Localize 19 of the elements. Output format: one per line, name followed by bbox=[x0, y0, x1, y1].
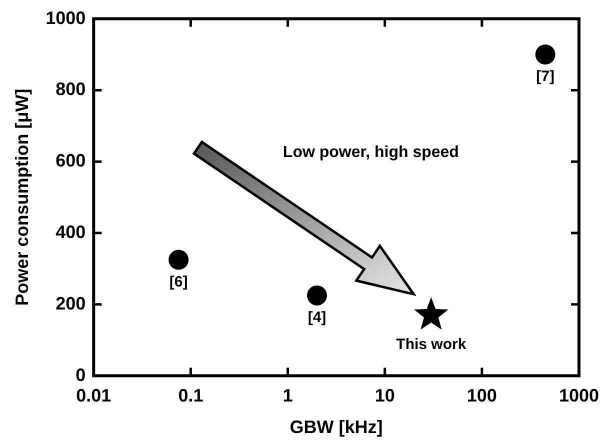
x-tick-label: 100 bbox=[466, 386, 497, 406]
y-tick-label: 600 bbox=[56, 150, 86, 171]
y-tick-label: 200 bbox=[56, 293, 86, 314]
annotation: [7] bbox=[536, 68, 554, 86]
y-tick-label: 1000 bbox=[46, 8, 86, 28]
annotation: This work bbox=[396, 336, 467, 353]
y-tick-label: 400 bbox=[56, 222, 86, 242]
annotation: [6] bbox=[169, 273, 188, 290]
x-tick-label: 1000 bbox=[558, 386, 599, 406]
annotation: Low power, high speed bbox=[282, 144, 459, 162]
x-tick-label: 0.1 bbox=[178, 386, 204, 406]
x-tick-label: 10 bbox=[374, 386, 395, 406]
y-tick-label: 800 bbox=[56, 79, 86, 100]
x-axis-title: GBW [kHz] bbox=[290, 417, 383, 438]
x-tick-label: 1 bbox=[282, 386, 293, 406]
x-tick-label: 0.01 bbox=[76, 386, 112, 406]
y-tick-label: 0 bbox=[76, 364, 86, 385]
annotation: [4] bbox=[308, 309, 326, 326]
y-axis-title: Power consumption [μW] bbox=[12, 88, 32, 306]
